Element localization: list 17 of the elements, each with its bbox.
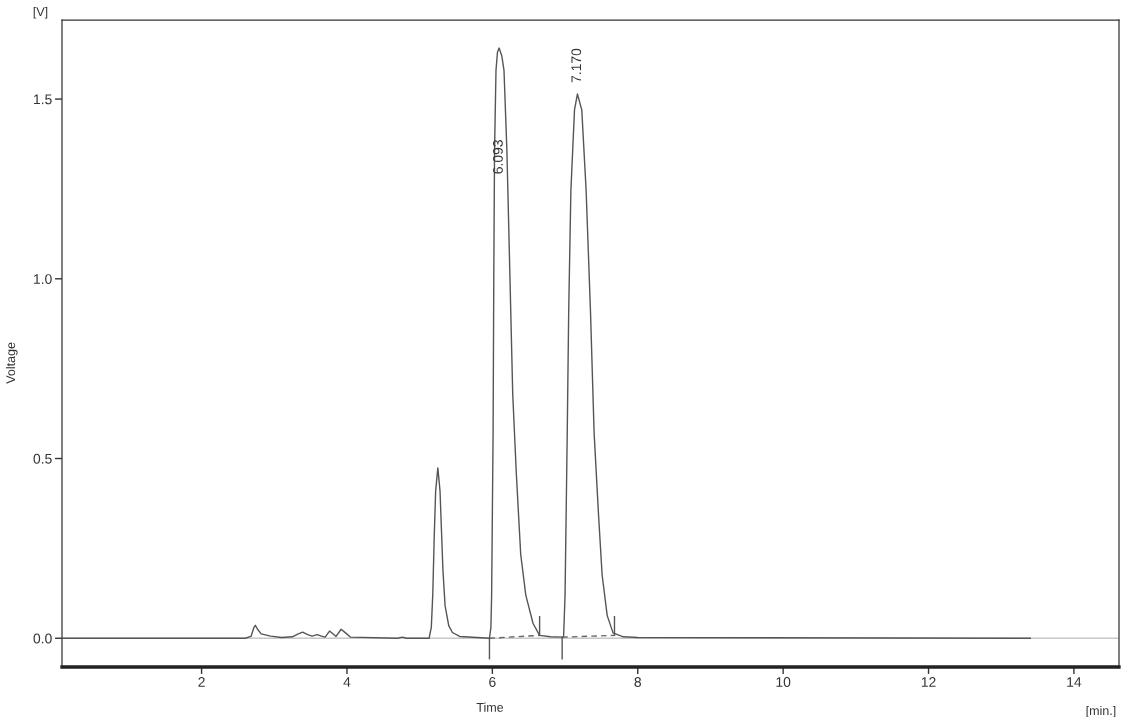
- text: [min.]: [1086, 705, 1116, 717]
- x-tick-label: 8: [634, 677, 642, 687]
- y-tick-label: 0.0: [33, 633, 52, 644]
- x-tick-label: 6: [489, 677, 496, 687]
- x-tick-label: 2: [198, 677, 205, 687]
- y-tick-label: 0.5: [33, 453, 52, 464]
- x-tick-label: 10: [776, 677, 791, 687]
- text: [V]: [33, 6, 48, 19]
- y-tick-label: 1.5: [34, 94, 52, 105]
- x-axis-title: Time: [476, 702, 504, 712]
- y-axis-title: Voltage: [5, 342, 18, 384]
- x-tick-label: 14: [1067, 677, 1082, 687]
- annotation: 7.170: [571, 48, 582, 83]
- y-tick-label: 1.0: [34, 274, 52, 284]
- annotation: 6.093: [493, 140, 503, 174]
- x-tick-label: 12: [921, 677, 936, 687]
- x-tick-label: 4: [343, 677, 351, 687]
